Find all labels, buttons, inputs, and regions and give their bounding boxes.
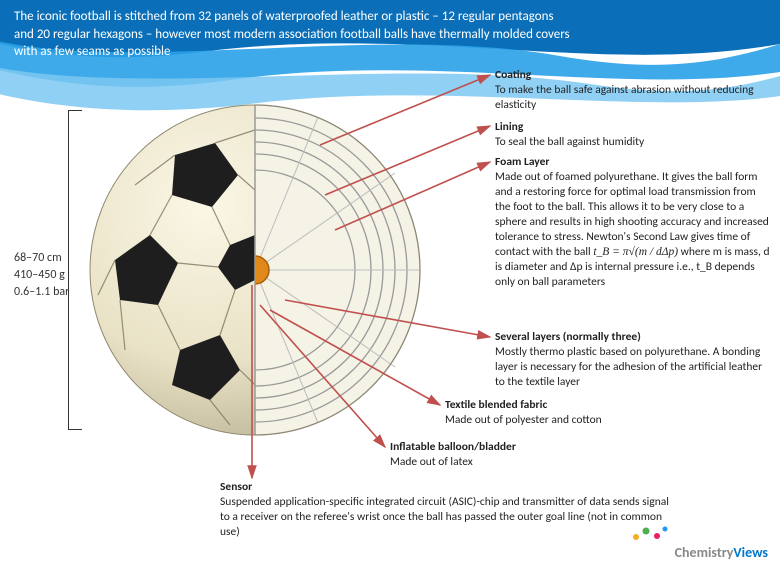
spec-circumference: 68–70 cm xyxy=(14,250,69,267)
label-textile-body: Made out of polyester and cotton xyxy=(445,413,745,428)
label-several-body: Mostly thermo plastic based on polyureth… xyxy=(495,345,765,390)
football-cutaway xyxy=(80,95,430,445)
logo-dots-icon xyxy=(630,523,670,543)
label-sensor-title: Sensor xyxy=(220,480,670,495)
label-textile-title: Textile blended fabric xyxy=(445,398,745,413)
label-lining-title: Lining xyxy=(495,120,755,135)
spec-pressure: 0.6–1.1 bar xyxy=(14,284,69,301)
label-coating-body: To make the ball safe against abrasion w… xyxy=(495,83,755,113)
label-foam: Foam Layer Made out of foamed polyuretha… xyxy=(495,155,770,289)
label-bladder-title: Inflatable balloon/bladder xyxy=(390,440,690,455)
label-sensor: Sensor Suspended application-specific in… xyxy=(220,480,670,540)
label-sensor-body: Suspended application-specific integrate… xyxy=(220,495,670,540)
label-foam-body: Made out of foamed polyurethane. It give… xyxy=(495,170,770,290)
label-coating: Coating To make the ball safe against ab… xyxy=(495,68,755,113)
spec-bracket xyxy=(68,110,82,430)
label-bladder: Inflatable balloon/bladder Made out of l… xyxy=(390,440,690,470)
label-coating-title: Coating xyxy=(495,68,755,83)
label-several-layers: Several layers (normally three) Mostly t… xyxy=(495,330,765,390)
label-several-title: Several layers (normally three) xyxy=(495,330,765,345)
label-bladder-body: Made out of latex xyxy=(390,455,690,470)
spec-weight: 410–450 g xyxy=(14,267,69,284)
label-foam-title: Foam Layer xyxy=(495,155,770,170)
intro-text: The iconic football is stitched from 32 … xyxy=(14,8,574,61)
ball-specs: 68–70 cm 410–450 g 0.6–1.1 bar xyxy=(14,250,69,300)
label-textile: Textile blended fabric Made out of polye… xyxy=(445,398,745,428)
label-lining: Lining To seal the ball against humidity xyxy=(495,120,755,150)
logo-text: ChemistryViews xyxy=(675,544,768,561)
label-lining-body: To seal the ball against humidity xyxy=(495,135,755,150)
